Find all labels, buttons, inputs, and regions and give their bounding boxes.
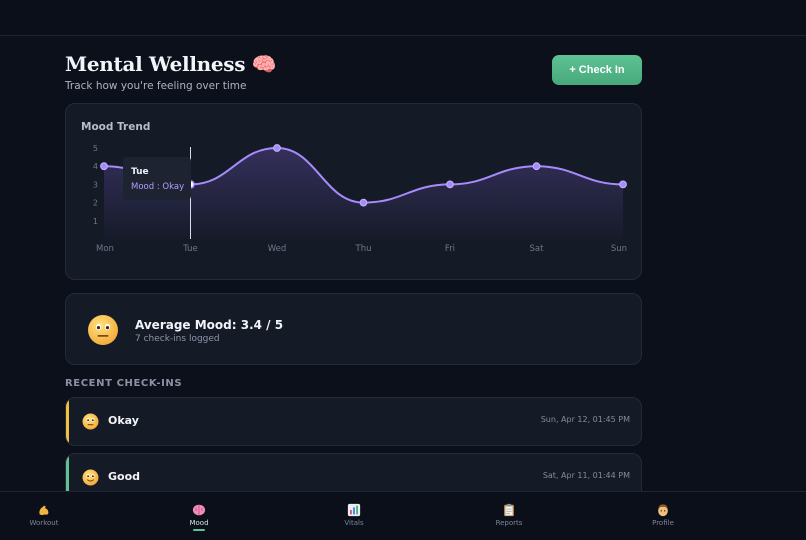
x-tick-label: Thu [355, 244, 372, 254]
checkin-label: Okay [108, 414, 139, 427]
page-header: Mental Wellness 🧠 Track how you're feeli… [65, 52, 642, 92]
tooltip-value: Mood : Okay [131, 182, 184, 192]
nav-item-mood[interactable]: Mood [159, 492, 239, 540]
average-mood-card: Average Mood: 3.4 / 5 7 check-ins logged [65, 293, 642, 365]
chart-point[interactable] [619, 180, 627, 189]
checkin-time: Sat, Apr 11, 01:44 PM [542, 471, 630, 480]
brain-icon [192, 504, 206, 516]
chart-point[interactable] [532, 162, 541, 171]
chart-point[interactable] [359, 198, 368, 207]
checkin-label: Good [108, 470, 141, 483]
x-tick-label: Tue [182, 244, 198, 254]
bar-chart-icon [347, 503, 361, 517]
recent-checkins-heading: RECENT CHECK-INS [65, 378, 183, 389]
average-mood-value: Average Mood: 3.4 / 5 [135, 318, 284, 332]
accent-bar [66, 454, 69, 512]
x-tick-label: Sun [611, 244, 627, 254]
nav-label: Mood [189, 519, 209, 527]
checkin-time: Sun, Apr 12, 01:45 PM [540, 415, 630, 424]
y-tick-label: 3 [93, 180, 98, 189]
x-tick-label: Sat [530, 244, 545, 254]
nav-item-profile[interactable]: Profile [623, 492, 703, 540]
nav-label: Reports [495, 519, 523, 527]
x-tick-label: Fri [445, 244, 455, 254]
tooltip-day: Tue [131, 167, 149, 177]
chart-title: Mood Trend [81, 121, 151, 133]
slight-smile-icon [82, 469, 99, 486]
x-tick-label: Mon [96, 244, 114, 254]
chart-tooltip [123, 157, 191, 200]
neutral-face-icon [88, 315, 118, 345]
chart-area-fill [104, 148, 623, 239]
face-icon [658, 504, 668, 517]
nav-label: Workout [29, 519, 59, 527]
x-tick-label: Wed [268, 244, 287, 254]
nav-item-vitals[interactable]: Vitals [314, 492, 394, 540]
y-tick-label: 1 [93, 217, 98, 226]
chart-point[interactable] [100, 162, 108, 171]
chart-point[interactable] [446, 180, 454, 189]
active-indicator [193, 529, 205, 531]
page-title: Mental Wellness 🧠 [65, 52, 277, 76]
page-subtitle: Track how you're feeling over time [65, 80, 247, 92]
nav-item-reports[interactable]: Reports [469, 492, 549, 540]
top-bar [0, 0, 806, 36]
bottom-nav: Workout Mood Vitals Reports [0, 491, 806, 540]
y-tick-label: 5 [93, 144, 98, 153]
nav-label: Profile [652, 519, 674, 527]
accent-bar [66, 398, 69, 445]
mood-trend-chart: 1 2 3 4 5 Mon Tue Wed Thu Fri Sat Sun Tue Mood : Ok… [93, 144, 627, 254]
checkin-entry[interactable]: Okay Sun, Apr 12, 01:45 PM [65, 397, 642, 446]
nav-label: Vitals [344, 519, 364, 527]
neutral-face-icon [82, 413, 99, 430]
y-tick-label: 4 [93, 162, 98, 171]
mood-trend-card: Mood Trend 1 2 3 4 5 Mon Tue Wed Thu Fri Sat Sun T… [65, 103, 642, 280]
check-in-button[interactable]: + Check In [552, 55, 642, 85]
flexed-biceps-icon [39, 505, 49, 516]
nav-item-workout[interactable]: Workout [4, 492, 84, 540]
y-tick-label: 2 [93, 199, 98, 208]
checkin-count: 7 check-ins logged [135, 334, 220, 344]
chart-point[interactable] [273, 144, 281, 152]
clipboard-icon [504, 503, 514, 517]
